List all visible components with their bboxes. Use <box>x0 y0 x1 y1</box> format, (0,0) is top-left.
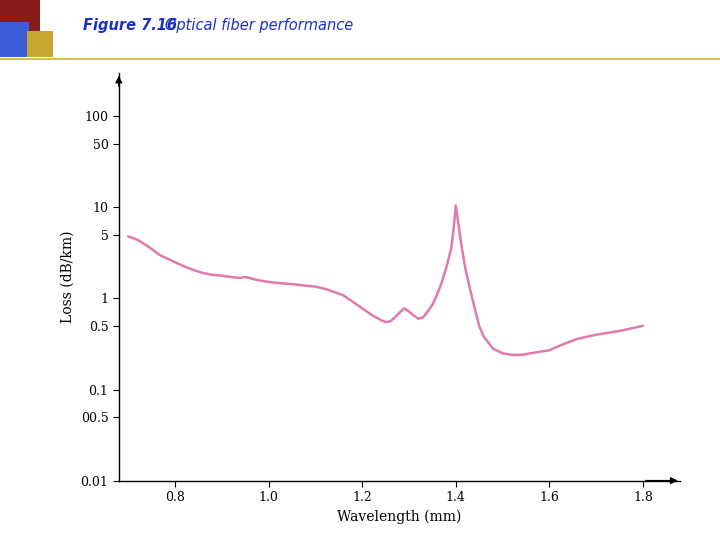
Text: Figure 7.16: Figure 7.16 <box>83 18 177 33</box>
Y-axis label: Loss (dB/km): Loss (dB/km) <box>61 231 75 323</box>
Text: Optical fiber performance: Optical fiber performance <box>151 18 354 33</box>
X-axis label: Wavelength (mm): Wavelength (mm) <box>338 510 462 524</box>
